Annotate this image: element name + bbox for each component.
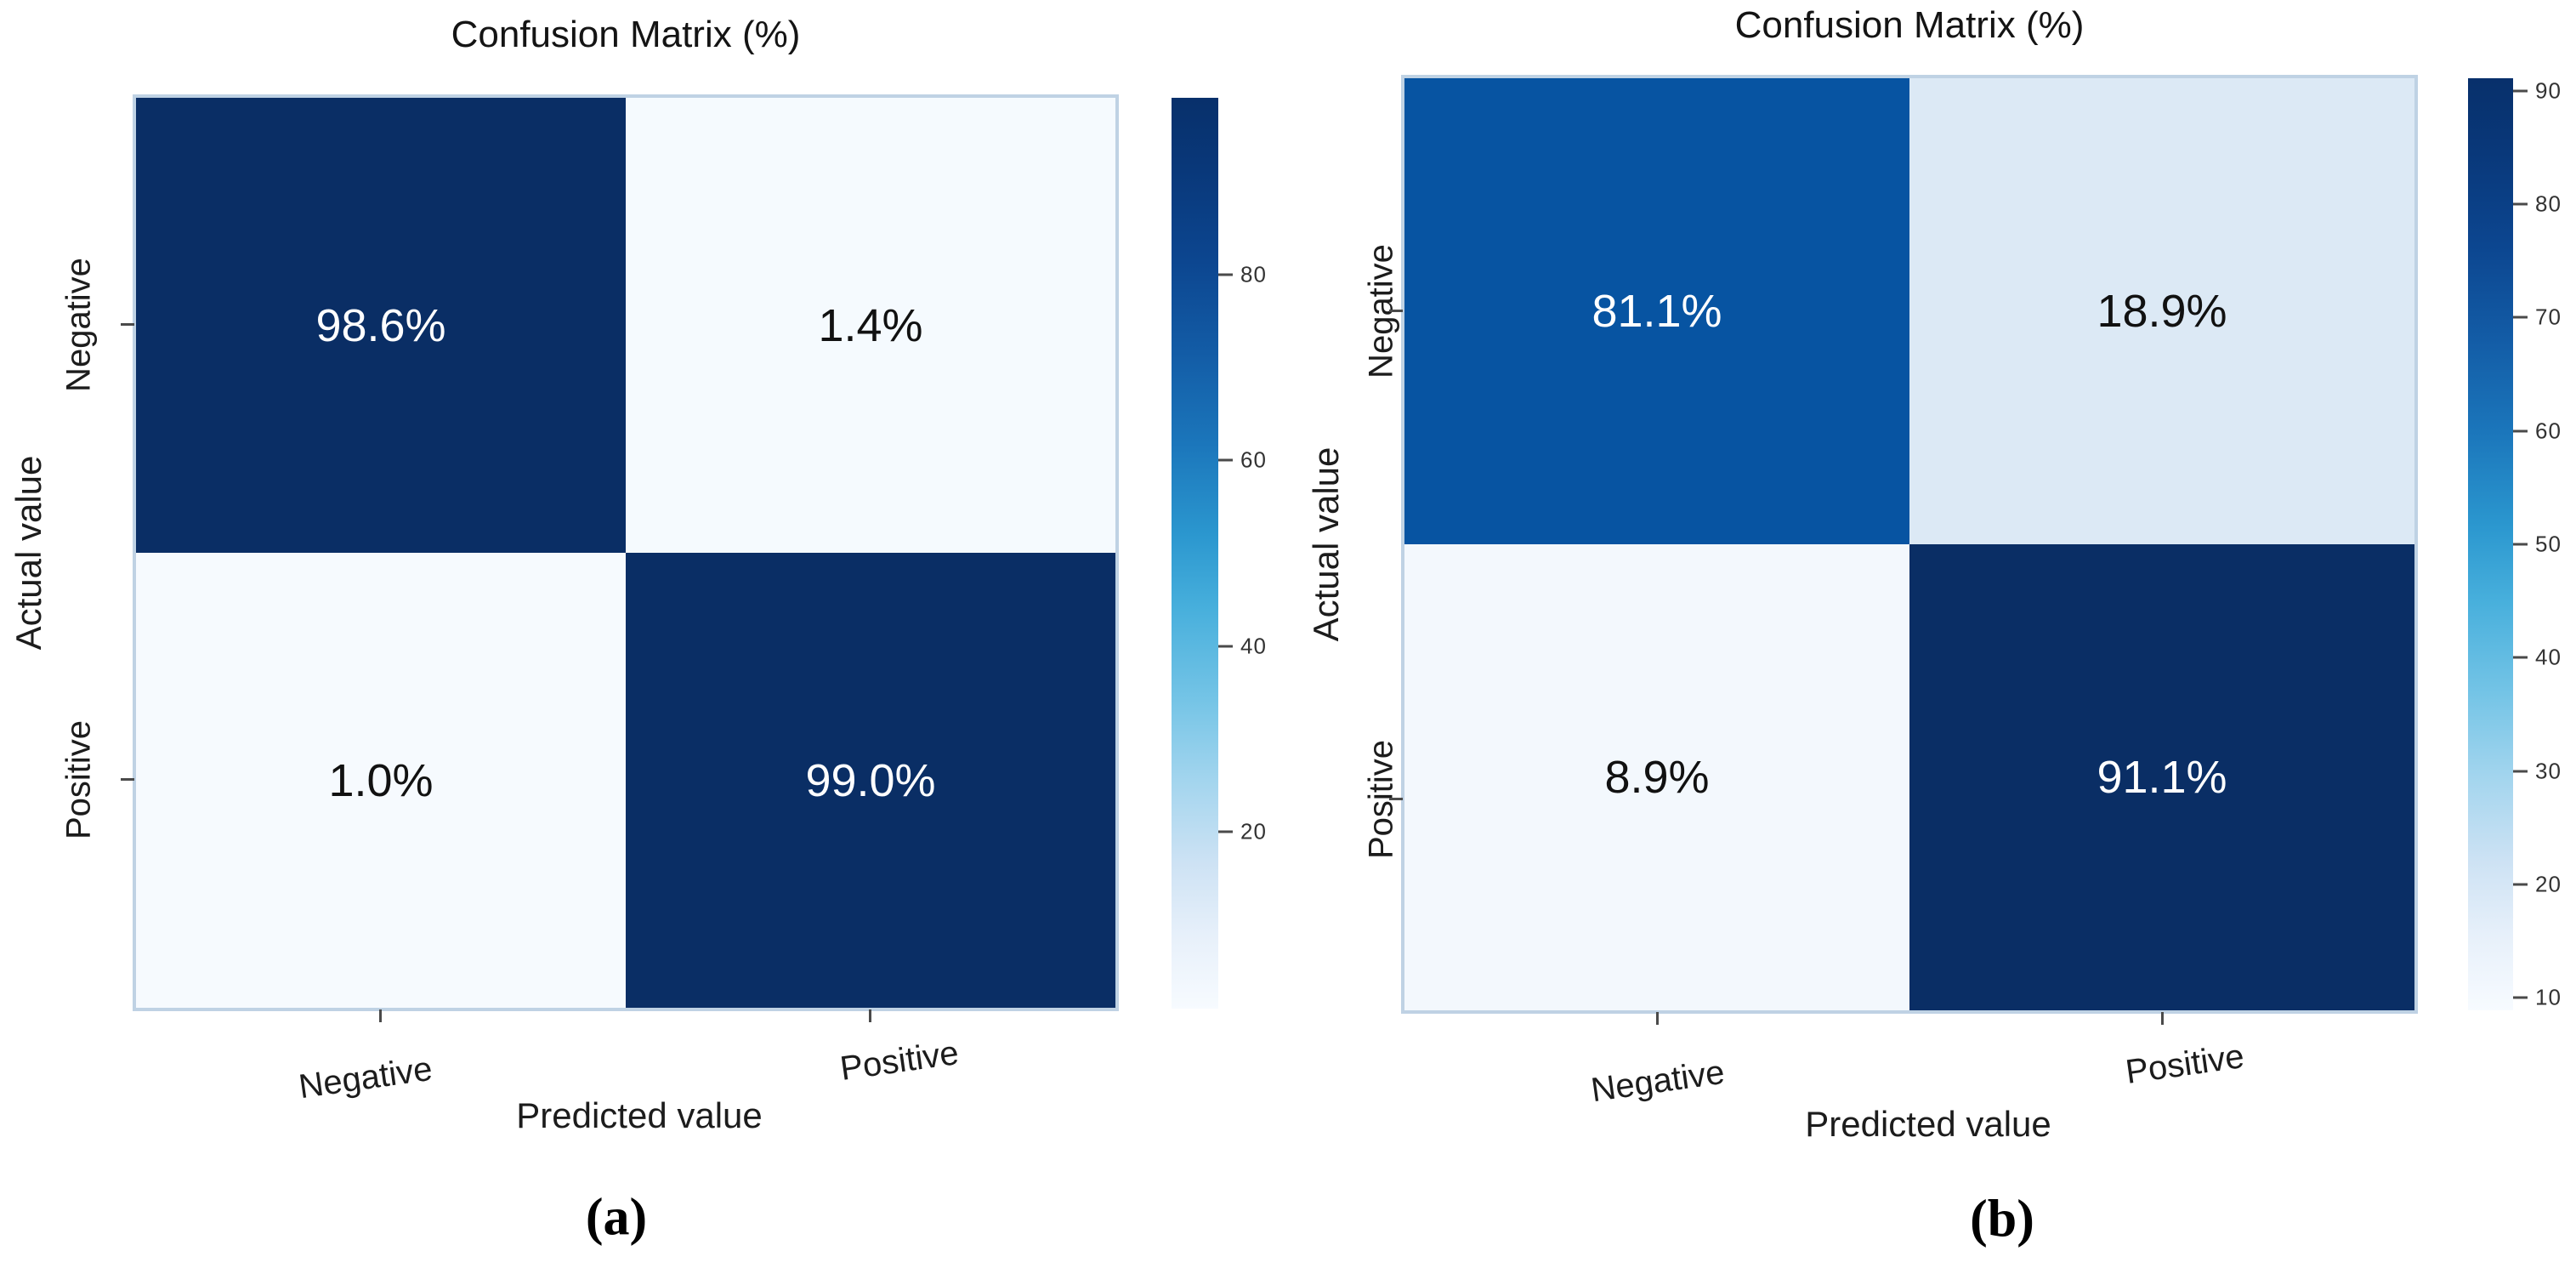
colorbar-tick: 80 (1218, 261, 1267, 287)
chart-title: Confusion Matrix (%) (451, 14, 801, 55)
colorbar-tick-label: 80 (1240, 261, 1267, 287)
heatmap-cell: 1.0% (136, 553, 626, 1008)
colorbar-tick: 40 (1218, 633, 1267, 659)
colorbar-tick-mark (2513, 89, 2528, 93)
colorbar-tick-label: 60 (1240, 446, 1267, 473)
x-axis-label: Predicted value (516, 1095, 763, 1135)
colorbar-tick: 50 (2513, 532, 2562, 558)
colorbar-tick-mark (1218, 645, 1233, 648)
heatmap-cell: 99.0% (626, 553, 1115, 1008)
colorbar-ticks: 20 40 60 80 (1218, 98, 1329, 1009)
colorbar-tick-mark (2513, 996, 2528, 999)
colorbar-tick-label: 50 (2535, 531, 2562, 557)
heatmap-cell: 18.9% (1909, 78, 2414, 544)
y-axis-label: Actual value (1306, 446, 1346, 642)
colorbar-tick-label: 80 (2535, 190, 2562, 217)
colorbar-tick-label: 40 (1240, 633, 1267, 659)
colorbar-tick: 60 (2513, 418, 2562, 444)
x-tick-label: Negative (1588, 1053, 1728, 1110)
panel-caption: (b) (1970, 1190, 2034, 1248)
colorbar-tick-label: 40 (2535, 644, 2562, 670)
colorbar-tick-label: 70 (2535, 304, 2562, 330)
colorbar-tick-mark (1218, 273, 1233, 276)
colorbar-tick-mark (1218, 458, 1233, 462)
colorbar-tick: 70 (2513, 304, 2562, 331)
axis-tick-mark (1389, 310, 1403, 312)
axis-tick-mark (1656, 1012, 1659, 1025)
colorbar-tick-label: 30 (2535, 758, 2562, 784)
colorbar-tick-label: 90 (2535, 77, 2562, 104)
axis-tick-mark (1389, 798, 1403, 800)
colorbar-tick: 60 (1218, 447, 1267, 474)
colorbar-tick: 40 (2513, 645, 2562, 671)
colorbar-tick: 20 (2513, 872, 2562, 898)
panel-caption: (a) (585, 1188, 648, 1247)
colorbar-tick: 80 (2513, 191, 2562, 218)
confusion-matrix-heatmap: 81.1% 18.9% 8.9% 91.1% (1404, 78, 2414, 1010)
heatmap-cell: 98.6% (136, 98, 626, 553)
colorbar-tick-mark (2513, 543, 2528, 546)
colorbar-tick: 90 (2513, 77, 2562, 104)
colorbar (2468, 78, 2513, 1010)
axis-tick-mark (121, 323, 134, 326)
chart-title: Confusion Matrix (%) (1734, 4, 2085, 46)
x-axis-label: Predicted value (1805, 1104, 2051, 1144)
colorbar-tick-label: 60 (2535, 418, 2562, 444)
axis-tick-mark (379, 1009, 382, 1022)
x-tick-label: Positive (2123, 1037, 2247, 1092)
heatmap-cell: 91.1% (1909, 544, 2414, 1010)
heatmap-cell: 8.9% (1404, 544, 1909, 1010)
axis-tick-mark (869, 1009, 871, 1022)
heatmap-cell: 81.1% (1404, 78, 1909, 544)
colorbar-tick-label: 10 (2535, 984, 2562, 1010)
confusion-matrix-heatmap: 98.6% 1.4% 1.0% 99.0% (136, 98, 1115, 1008)
colorbar-tick-mark (2513, 429, 2528, 433)
axis-tick-mark (121, 778, 134, 781)
colorbar-ticks: 10 20 30 40 50 60 70 80 90 (2513, 77, 2576, 1011)
colorbar-tick-mark (2513, 656, 2528, 659)
colorbar-tick-mark (2513, 202, 2528, 206)
colorbar-tick-mark (1218, 830, 1233, 833)
colorbar-tick: 30 (2513, 758, 2562, 784)
colorbar (1172, 98, 1218, 1009)
colorbar-tick-mark (2513, 316, 2528, 319)
colorbar-tick-label: 20 (2535, 871, 2562, 897)
colorbar-tick-label: 20 (1240, 818, 1267, 844)
colorbar-tick: 20 (1218, 819, 1267, 845)
heatmap-cell: 1.4% (626, 98, 1115, 553)
axis-tick-mark (2161, 1012, 2164, 1025)
colorbar-tick-mark (2513, 883, 2528, 886)
colorbar-tick: 10 (2513, 985, 2562, 1011)
colorbar-tick-mark (2513, 770, 2528, 773)
